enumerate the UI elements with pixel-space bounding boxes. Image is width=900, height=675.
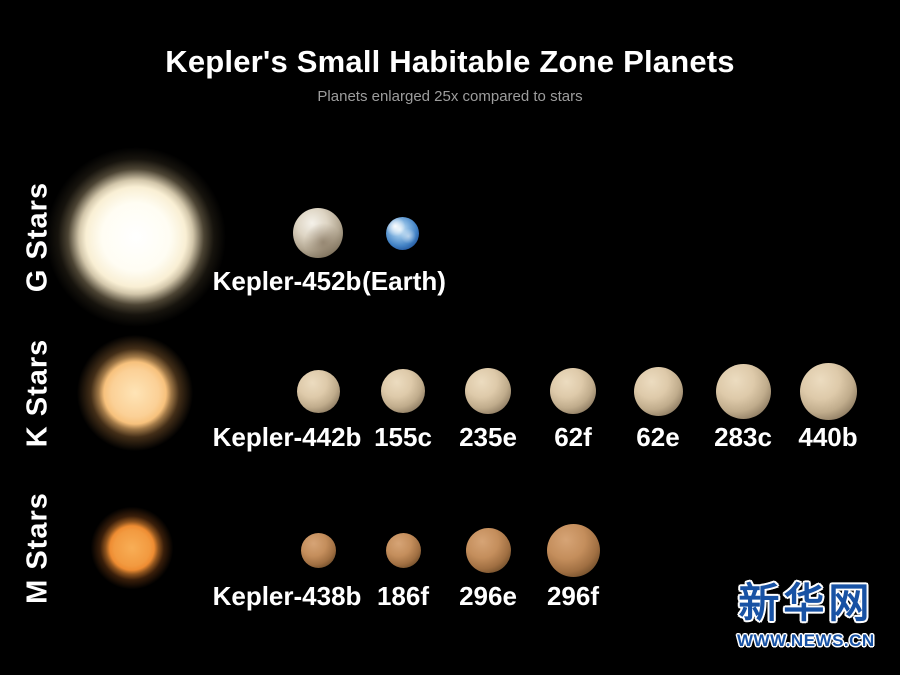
planet-label: 62f	[554, 422, 592, 452]
row-label-k-stars: K Stars	[21, 338, 54, 448]
xinhua-watermark: 新华网 WWW.NEWS.CN	[737, 580, 875, 651]
planet-label: 283c	[714, 422, 772, 452]
planet-186f	[385, 532, 421, 568]
planet-kepler-442b	[296, 369, 340, 413]
planet-283c	[715, 363, 771, 419]
row-label-m-stars: M Stars	[21, 492, 54, 604]
planet-62f	[550, 368, 596, 414]
planet-label: Kepler-438b	[212, 581, 362, 611]
planet-440b	[799, 362, 857, 420]
planet-label: Kepler-452b	[212, 266, 362, 296]
planet-earth	[385, 216, 419, 250]
page-subtitle: Planets enlarged 25x compared to stars	[317, 88, 583, 105]
planet-62e	[633, 366, 683, 416]
xinhua-logo-text: 新华网	[738, 580, 874, 626]
planet-label: (Earth)	[362, 266, 446, 296]
planet-label: 296f	[546, 581, 600, 611]
planet-label: 62e	[636, 422, 680, 452]
planet-296e	[465, 527, 511, 573]
planet-235e	[465, 368, 511, 414]
g-type-star	[36, 137, 236, 337]
planet-label: 186f	[376, 581, 430, 611]
page-title: Kepler's Small Habitable Zone Planets	[165, 44, 735, 79]
planet-label: 296e	[459, 581, 517, 611]
xinhua-url-text: WWW.NEWS.CN	[737, 631, 875, 651]
planet-label: 235e	[459, 422, 517, 452]
planet-label: 440b	[798, 422, 858, 452]
planet-kepler-452b	[293, 208, 343, 258]
planet-155c	[381, 369, 425, 413]
m-type-star	[85, 501, 179, 595]
planet-296f	[546, 523, 600, 577]
planet-label: Kepler-442b	[212, 422, 362, 452]
planet-kepler-438b	[300, 532, 336, 568]
k-type-star	[69, 327, 201, 459]
planet-label: 155c	[374, 422, 432, 452]
